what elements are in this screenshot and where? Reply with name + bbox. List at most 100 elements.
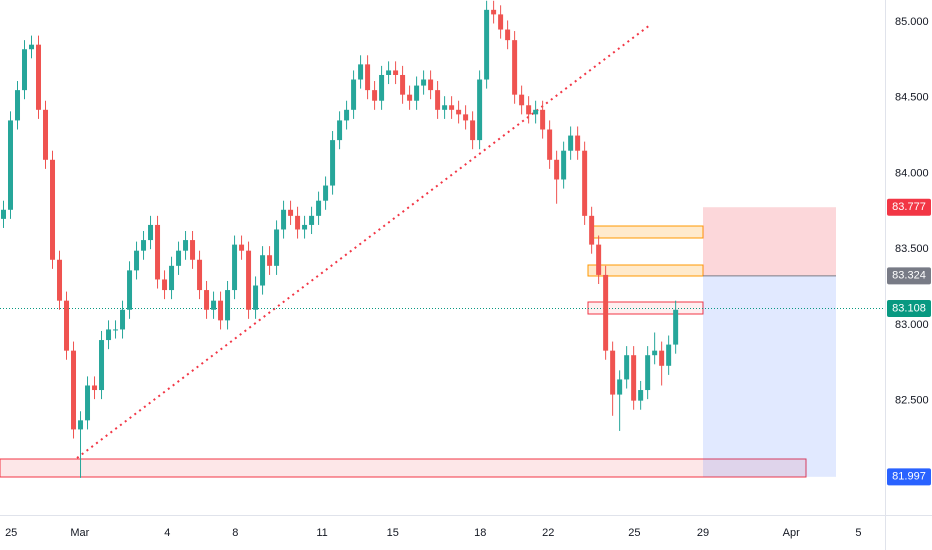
candle-body <box>183 240 189 251</box>
candle-body <box>281 209 287 230</box>
x-tick-label: 15 <box>387 527 399 539</box>
candle-body <box>295 215 301 230</box>
candle-body <box>337 120 343 141</box>
candle-body <box>358 64 364 80</box>
candle-body <box>645 355 651 391</box>
candle-body <box>162 279 168 291</box>
candle-body <box>477 79 483 141</box>
candle-body <box>218 300 224 321</box>
candle-body <box>113 329 119 331</box>
candle-body <box>491 9 497 15</box>
candle-body <box>533 109 539 115</box>
candle-body <box>372 90 378 101</box>
candle-body <box>526 105 532 115</box>
candle-body <box>400 74 406 95</box>
x-tick-label: 8 <box>232 527 238 539</box>
candle-body <box>120 309 126 330</box>
candle-body <box>246 250 252 310</box>
x-tick-label: 4 <box>164 527 170 539</box>
candle-body <box>351 79 357 110</box>
candle-body <box>617 379 623 395</box>
candle-body <box>407 94 413 101</box>
x-tick-label: Mar <box>70 527 89 539</box>
candle-body <box>596 244 602 275</box>
support-zone <box>0 458 807 478</box>
candle-body <box>302 224 308 230</box>
target-zone <box>703 207 836 276</box>
candle-body <box>8 120 14 210</box>
candle-body <box>505 29 511 41</box>
candle-body <box>498 14 504 30</box>
price-tag <box>887 267 931 285</box>
candle-body <box>470 120 476 141</box>
candle-body <box>29 44 35 50</box>
candle-body <box>456 109 462 115</box>
candle-body <box>267 255 273 266</box>
candle-body <box>106 329 112 341</box>
candle-body <box>603 274 609 351</box>
candle-body <box>85 385 91 421</box>
candle-body <box>43 109 49 160</box>
candle-body <box>197 259 203 291</box>
candle-body <box>323 185 329 201</box>
candle-body <box>134 250 140 271</box>
stop-zone <box>703 275 836 477</box>
price-tag <box>887 468 931 486</box>
candle-body <box>589 215 595 245</box>
x-tick-label: 22 <box>542 527 554 539</box>
candle-body <box>15 90 21 121</box>
candle-body <box>561 150 567 180</box>
candle-body <box>582 150 588 216</box>
candle-body <box>22 49 28 91</box>
candle-body <box>316 200 322 216</box>
x-tick-label: 29 <box>697 527 709 539</box>
candle-body <box>211 300 217 310</box>
candle-body <box>463 114 469 121</box>
supply-zone <box>591 225 704 239</box>
candle-body <box>568 135 574 151</box>
candle-body <box>631 355 637 401</box>
price-tag <box>887 300 931 318</box>
candle-body <box>141 240 147 251</box>
candle-body <box>449 105 455 110</box>
candle-body <box>547 129 553 160</box>
price-tag <box>887 198 931 216</box>
candle-body <box>225 290 231 321</box>
candle-body <box>624 355 630 380</box>
candle-body <box>638 390 644 401</box>
y-tick-label: 85.000 <box>895 16 929 28</box>
candle-body <box>36 44 42 110</box>
x-tick-label: 11 <box>316 527 327 539</box>
y-tick-label: 84.500 <box>895 92 929 104</box>
candle-body <box>64 300 70 351</box>
candle-body <box>71 350 77 430</box>
candle-body <box>666 344 672 366</box>
candle-body <box>155 224 161 280</box>
candle-body <box>127 270 133 310</box>
candle-body <box>610 350 616 395</box>
candle-body <box>1 209 7 219</box>
y-tick-label: 83.000 <box>895 319 929 331</box>
price-tag-label: 83.777 <box>892 201 926 213</box>
price-tag-label: 81.997 <box>892 471 926 483</box>
x-tick-label: Apr <box>783 527 800 539</box>
candle-body <box>274 229 280 266</box>
candle-body <box>365 64 371 91</box>
candle-body <box>239 244 245 251</box>
candle-body <box>190 240 196 260</box>
candle-body <box>554 159 560 180</box>
candle-body <box>435 90 441 110</box>
supply-zone <box>587 264 704 277</box>
candle-body <box>50 159 56 260</box>
x-tick-label: 5 <box>855 527 861 539</box>
candle-body <box>484 9 490 80</box>
candle-body <box>379 74 385 101</box>
price-tag-label: 83.324 <box>892 270 926 282</box>
candle-body <box>309 215 315 225</box>
candle-body <box>386 70 392 75</box>
candle-body <box>393 70 399 75</box>
price-tag-label: 83.108 <box>892 302 926 314</box>
candle-body <box>330 140 336 186</box>
candle-body <box>442 105 448 110</box>
candle-body <box>421 79 427 86</box>
